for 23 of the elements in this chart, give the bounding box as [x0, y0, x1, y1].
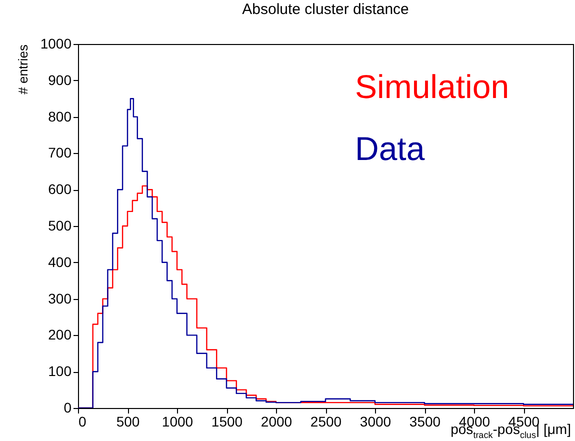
x-tick-label: 3500 [409, 414, 441, 430]
y-tick-label: 600 [48, 181, 72, 198]
x-tick-label: 2500 [310, 414, 342, 430]
x-tick-label: 3000 [360, 414, 392, 430]
y-axis-title: # entries [15, 44, 30, 94]
y-tick-label: 0 [64, 400, 72, 416]
x-tick-label: 2000 [260, 414, 292, 430]
y-tick-label: 800 [48, 108, 72, 124]
text: Data [355, 130, 426, 167]
y-tick-label: 200 [48, 326, 72, 343]
text: Simulation [355, 68, 510, 105]
y-tick-label: 300 [48, 290, 72, 306]
y-tick-label: 400 [48, 254, 72, 270]
x-tick-label: 1500 [211, 414, 243, 430]
chart-title: Absolute cluster distance [242, 1, 409, 18]
y-tick-label: 100 [48, 363, 72, 380]
x-tick-label: 0 [78, 414, 86, 430]
y-tick-label: 1000 [40, 36, 72, 52]
y-tick-label: 900 [48, 72, 72, 88]
y-tick-label: 500 [48, 218, 72, 234]
x-tick-label: 500 [116, 414, 140, 430]
x-tick-label: 1000 [162, 414, 194, 430]
y-tick-label: 700 [48, 144, 72, 161]
